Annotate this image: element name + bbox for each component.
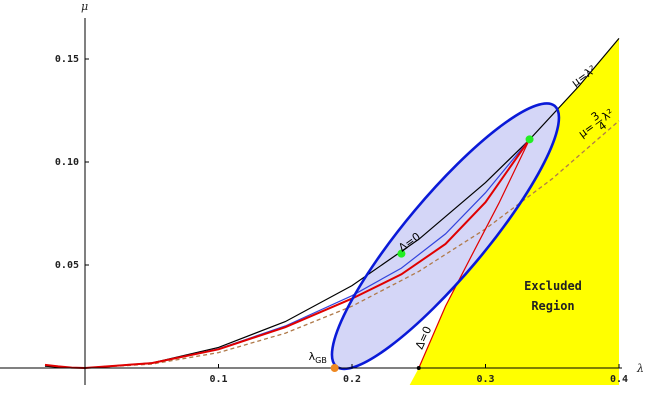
green-point (397, 249, 406, 258)
x-tick-label: 0.3 (476, 374, 494, 385)
point-label: λGB (309, 350, 327, 365)
three-quarter-fraction-bar (595, 119, 603, 125)
y-axis-title: μ (81, 0, 88, 13)
x-tick-label: 0.2 (343, 374, 361, 385)
three-quarter-lambda-squared-curve (84, 120, 620, 369)
y-tick-label: 0.05 (55, 260, 79, 271)
y-tick-label: 0.15 (55, 54, 79, 65)
green-point (525, 135, 534, 144)
excluded-region-label-line2: Region (531, 299, 574, 313)
excluded-region-label-line1: Excluded (524, 279, 582, 293)
y-tick-label: 0.10 (55, 157, 79, 168)
ellipse-outline (330, 102, 561, 371)
point-label-subscript: GB (315, 356, 327, 365)
x-tick-label: 0.1 (209, 374, 227, 385)
delta-zero-lower-curve (418, 139, 531, 369)
red-boundary-curve (44, 138, 531, 370)
x-axis-title: λ (636, 362, 644, 375)
black-point (416, 366, 421, 370)
allowed-ellipse-region (331, 103, 559, 369)
x-tick-label: 0.4 (610, 374, 628, 385)
orange-point (330, 364, 339, 372)
